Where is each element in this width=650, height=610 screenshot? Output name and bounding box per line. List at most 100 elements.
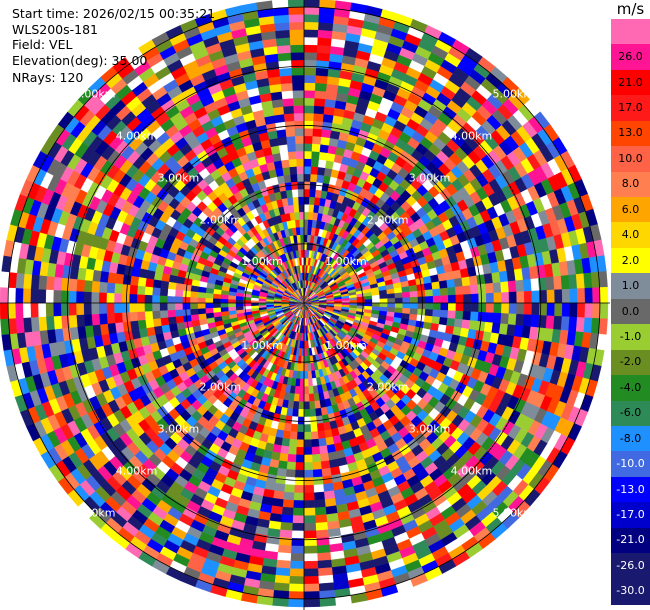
velocity-gate (106, 312, 116, 324)
velocity-gate (0, 270, 10, 288)
velocity-gate (309, 188, 317, 198)
velocity-gate (182, 296, 191, 304)
range-ring-label: 4.00km (116, 464, 158, 477)
velocity-gate (289, 29, 305, 38)
velocity-gate (293, 500, 305, 509)
velocity-gate (447, 310, 457, 320)
velocity-gate (516, 291, 525, 304)
velocity-gate (303, 6, 320, 15)
velocity-gate (319, 452, 330, 462)
velocity-gate (189, 302, 198, 310)
velocity-gate (303, 112, 315, 122)
velocity-gate (220, 298, 229, 304)
velocity-gate (287, 598, 305, 608)
velocity-gate (303, 29, 319, 38)
velocity-gate (522, 278, 532, 292)
velocity-gate (283, 174, 292, 184)
velocity-gate (38, 274, 48, 290)
colorbar-tick-label: 0.0 (621, 304, 640, 318)
velocity-gate (315, 529, 329, 539)
velocity-gate (303, 13, 320, 23)
velocity-gate (289, 560, 305, 570)
range-ring-label: 1.00km (325, 339, 367, 352)
velocity-gate (298, 196, 305, 205)
velocity-gate (568, 316, 578, 332)
velocity-gate (283, 105, 295, 115)
velocity-gate (592, 302, 601, 319)
velocity-gate (409, 290, 419, 298)
velocity-gate (568, 274, 578, 290)
velocity-gate (160, 317, 170, 326)
velocity-gate (313, 392, 320, 402)
velocity-gate (492, 282, 502, 294)
velocity-gate (121, 311, 131, 323)
velocity-gate (205, 307, 214, 314)
colorbar-tick-label: -8.0 (619, 431, 642, 445)
velocity-gate (493, 292, 502, 304)
velocity-gate (447, 286, 457, 296)
velocity-gate (279, 67, 293, 77)
velocity-gate (312, 461, 322, 471)
colorbar-tick-label: 26.0 (618, 50, 643, 64)
velocity-gate (295, 446, 305, 456)
velocity-gate (83, 279, 93, 293)
velocity-gate (292, 401, 300, 410)
velocity-gate (91, 313, 101, 326)
velocity-gate (296, 234, 302, 243)
velocity-gate (470, 293, 480, 304)
velocity-gate (303, 439, 312, 448)
velocity-gate (303, 416, 311, 425)
velocity-gate (166, 302, 176, 311)
velocity-gate (312, 128, 323, 137)
range-ring-label: 1.00km (241, 339, 283, 352)
velocity-gate (299, 211, 305, 220)
velocity-gate (52, 302, 62, 317)
velocity-gate (313, 113, 325, 122)
velocity-gate (288, 13, 305, 23)
velocity-gate (303, 120, 314, 129)
velocity-gate (292, 196, 300, 205)
velocity-gate (303, 393, 310, 403)
elevation-label: Elevation(deg): 35.00 (12, 53, 148, 68)
velocity-gate (75, 302, 85, 316)
colorbar-tick-label: -26.0 (616, 558, 645, 572)
velocity-gate (311, 453, 321, 463)
velocity-gate (287, 0, 305, 8)
velocity-gate (274, 574, 290, 585)
range-ring-label: 2.00km (367, 213, 409, 226)
velocity-gate (289, 431, 298, 440)
velocity-gate (303, 143, 313, 152)
velocity-gate (303, 0, 321, 8)
velocity-gate (476, 321, 486, 332)
velocity-gate (284, 476, 296, 486)
velocity-gate (291, 67, 305, 76)
velocity-gate (292, 89, 305, 99)
velocity-gate (356, 299, 366, 304)
velocity-gate (501, 302, 510, 314)
velocity-gate (314, 97, 326, 107)
velocity-gate (293, 105, 305, 114)
velocity-gate (546, 302, 556, 317)
velocity-gate (159, 302, 168, 311)
velocity-gate (174, 296, 183, 304)
velocity-gate (122, 321, 132, 332)
velocity-gate (204, 302, 214, 309)
velocity-gate (306, 363, 312, 372)
velocity-gate (410, 302, 419, 310)
velocity-gate (137, 276, 147, 287)
velocity-gate (276, 467, 287, 478)
velocity-gate (303, 431, 312, 441)
velocity-gate (292, 515, 305, 524)
velocity-gate (293, 484, 305, 494)
colorbar-tick-label: 13.0 (618, 126, 643, 140)
velocity-gate (291, 74, 305, 84)
velocity-gate (316, 44, 332, 54)
colorbar-unit: m/s (616, 0, 645, 18)
velocity-gate (394, 297, 404, 304)
velocity-gate (493, 302, 502, 314)
velocity-gate (273, 582, 290, 592)
velocity-gate (295, 135, 305, 144)
velocity-gate (318, 159, 327, 169)
velocity-gate (299, 219, 305, 228)
velocity-gate (294, 477, 305, 486)
